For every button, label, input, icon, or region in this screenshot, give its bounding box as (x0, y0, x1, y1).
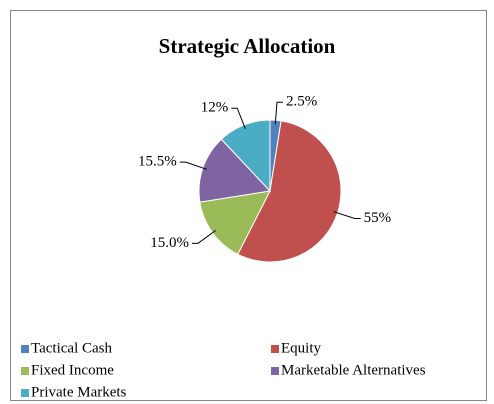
data-label: 12% (201, 100, 229, 116)
leader-line (333, 211, 361, 220)
leader-line (191, 229, 217, 244)
leader-line (274, 101, 283, 125)
data-label: 15.5% (138, 154, 177, 170)
data-label: 15.0% (150, 235, 189, 251)
data-label: 2.5% (286, 94, 317, 110)
leader-line (179, 161, 207, 170)
legend-label: Tactical Cash (31, 340, 112, 356)
legend-swatch (21, 389, 29, 397)
leader-line (231, 107, 246, 129)
chart-title: Strategic Allocation (159, 34, 336, 58)
legend-swatch (21, 367, 29, 375)
legend-label: Fixed Income (31, 362, 114, 378)
legend-swatch (271, 367, 279, 375)
legend-label: Marketable Alternatives (281, 362, 426, 378)
legend-swatch (271, 345, 279, 353)
legend-swatch (21, 345, 29, 353)
data-label: 55% (364, 210, 392, 226)
legend-label: Equity (281, 340, 321, 356)
legend-label: Private Markets (31, 384, 127, 400)
